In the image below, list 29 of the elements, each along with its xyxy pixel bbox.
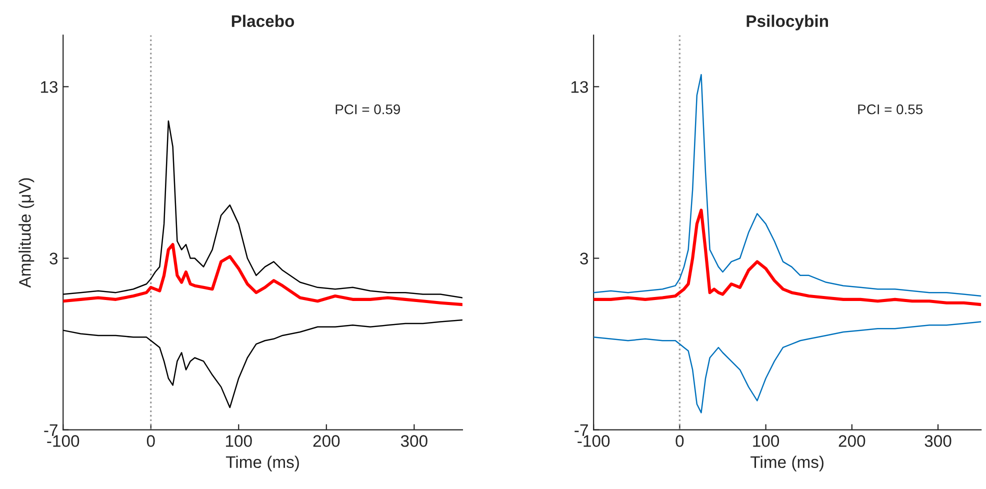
chart-title: Psilocybin [746, 14, 828, 30]
chart-title: Placebo [232, 14, 294, 28]
x-tick-label: 0 [146, 435, 155, 447]
line-series [594, 74, 982, 297]
x-axis-title: Time (ms) [226, 456, 299, 472]
x-tick-label: -100 [578, 435, 610, 447]
y-tick-label: 13 [40, 81, 58, 93]
x-tick-label: 100 [226, 435, 252, 447]
x-tick-label: 200 [313, 435, 340, 447]
y-tick-label: 3 [580, 252, 588, 264]
line-series [63, 243, 462, 306]
x-tick-label: 100 [753, 435, 780, 447]
y-axis-title: Amplitude (μV) [18, 178, 34, 288]
x-tick-label: -100 [47, 435, 80, 447]
x-tick-label: 200 [838, 435, 866, 447]
y-tick-label: 3 [50, 252, 58, 264]
line-series [63, 120, 462, 298]
x-tick-label: 300 [924, 435, 952, 447]
y-tick-label: 13 [571, 81, 588, 93]
line-series [594, 208, 982, 306]
line-series [594, 321, 982, 414]
line-series [63, 319, 462, 408]
x-tick-label: 0 [676, 435, 684, 447]
y-tick-label: -7 [574, 424, 588, 436]
y-tick-label: -7 [44, 424, 58, 436]
x-axis-title: Time (ms) [750, 456, 824, 472]
annotation: PCI = 0.59 [336, 104, 400, 114]
annotation: PCI = 0.55 [858, 104, 922, 114]
x-tick-label: 300 [400, 435, 428, 447]
